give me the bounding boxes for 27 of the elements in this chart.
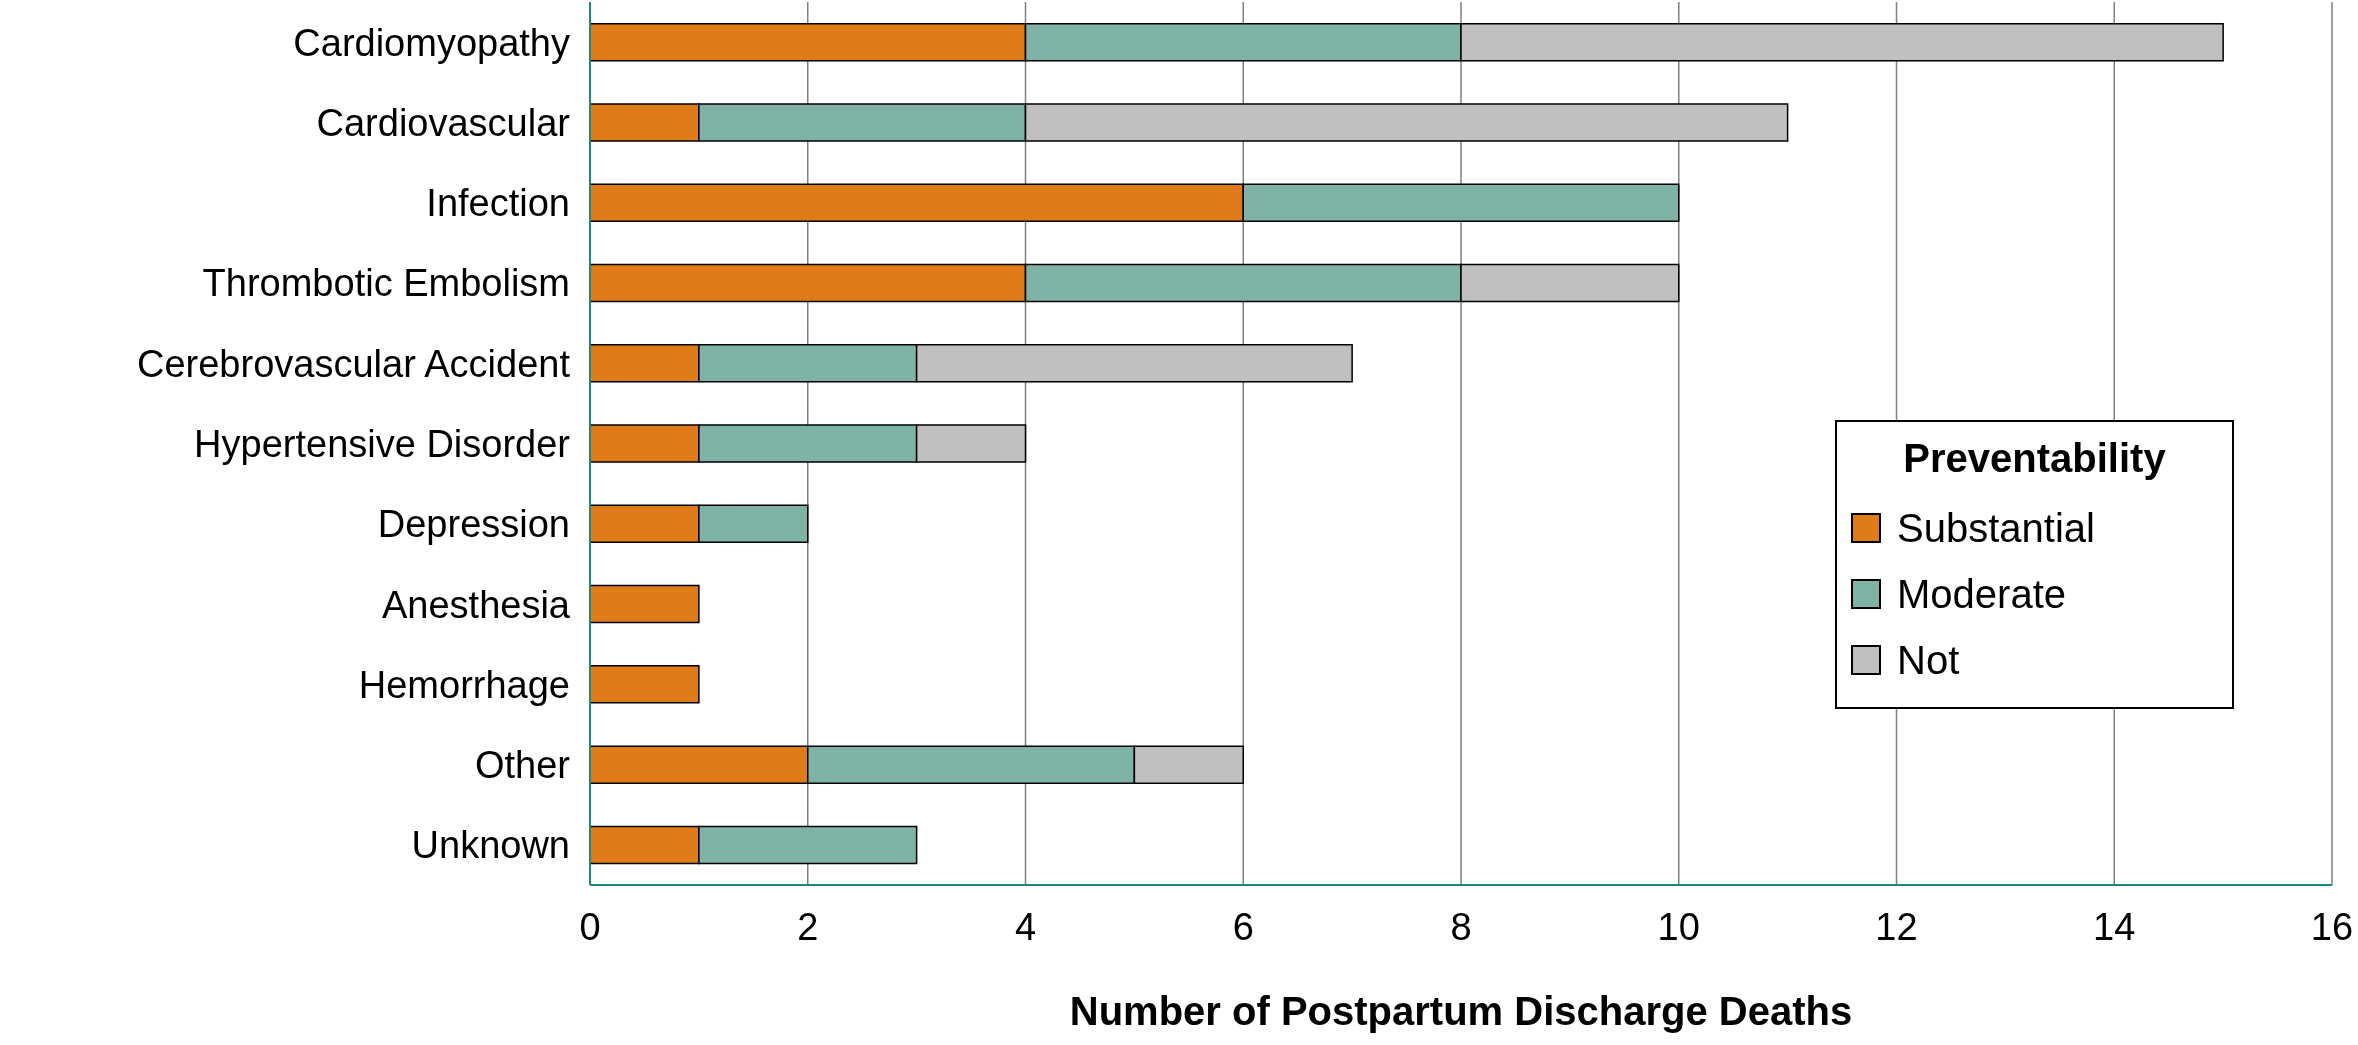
- legend-title: Preventability: [1902, 435, 2167, 482]
- x-tick-label: 6: [1232, 905, 1254, 948]
- x-tick-label: 12: [1875, 905, 1918, 948]
- y-tick-label: Thrombotic Embolism: [202, 262, 570, 305]
- x-tick-label: 16: [2310, 905, 2354, 948]
- x-tick-label: 10: [1657, 905, 1700, 948]
- x-axis-title: Number of Postpartum Discharge Deaths: [1069, 989, 1853, 1033]
- y-tick-label: Cardiovascular: [316, 101, 571, 144]
- bar: [590, 665, 700, 704]
- legend-label: Moderate: [1897, 571, 2066, 617]
- y-tick-label: Anesthesia: [381, 583, 571, 626]
- x-tick-label: 8: [1450, 905, 1472, 948]
- y-tick-label: Hemorrhage: [358, 663, 570, 706]
- y-tick-label: Other: [474, 744, 571, 787]
- bar: [590, 584, 700, 624]
- y-tick-label: Infection: [426, 182, 570, 225]
- x-tick-label: 0: [579, 905, 601, 948]
- legend-label: Not: [1897, 637, 1960, 683]
- x-tick-label: 4: [1014, 905, 1037, 948]
- y-tick-label: Hypertensive Disorder: [194, 422, 571, 465]
- legend-label: Substantial: [1897, 505, 2095, 551]
- y-tick-label: Unknown: [411, 824, 570, 867]
- y-tick-label: Depression: [377, 503, 570, 546]
- y-tick-label: Cerebrovascular Accident: [137, 342, 571, 385]
- y-tick-label: Cardiomyopathy: [293, 21, 570, 64]
- x-tick-label: 2: [797, 905, 819, 948]
- x-tick-label: 14: [2093, 905, 2136, 948]
